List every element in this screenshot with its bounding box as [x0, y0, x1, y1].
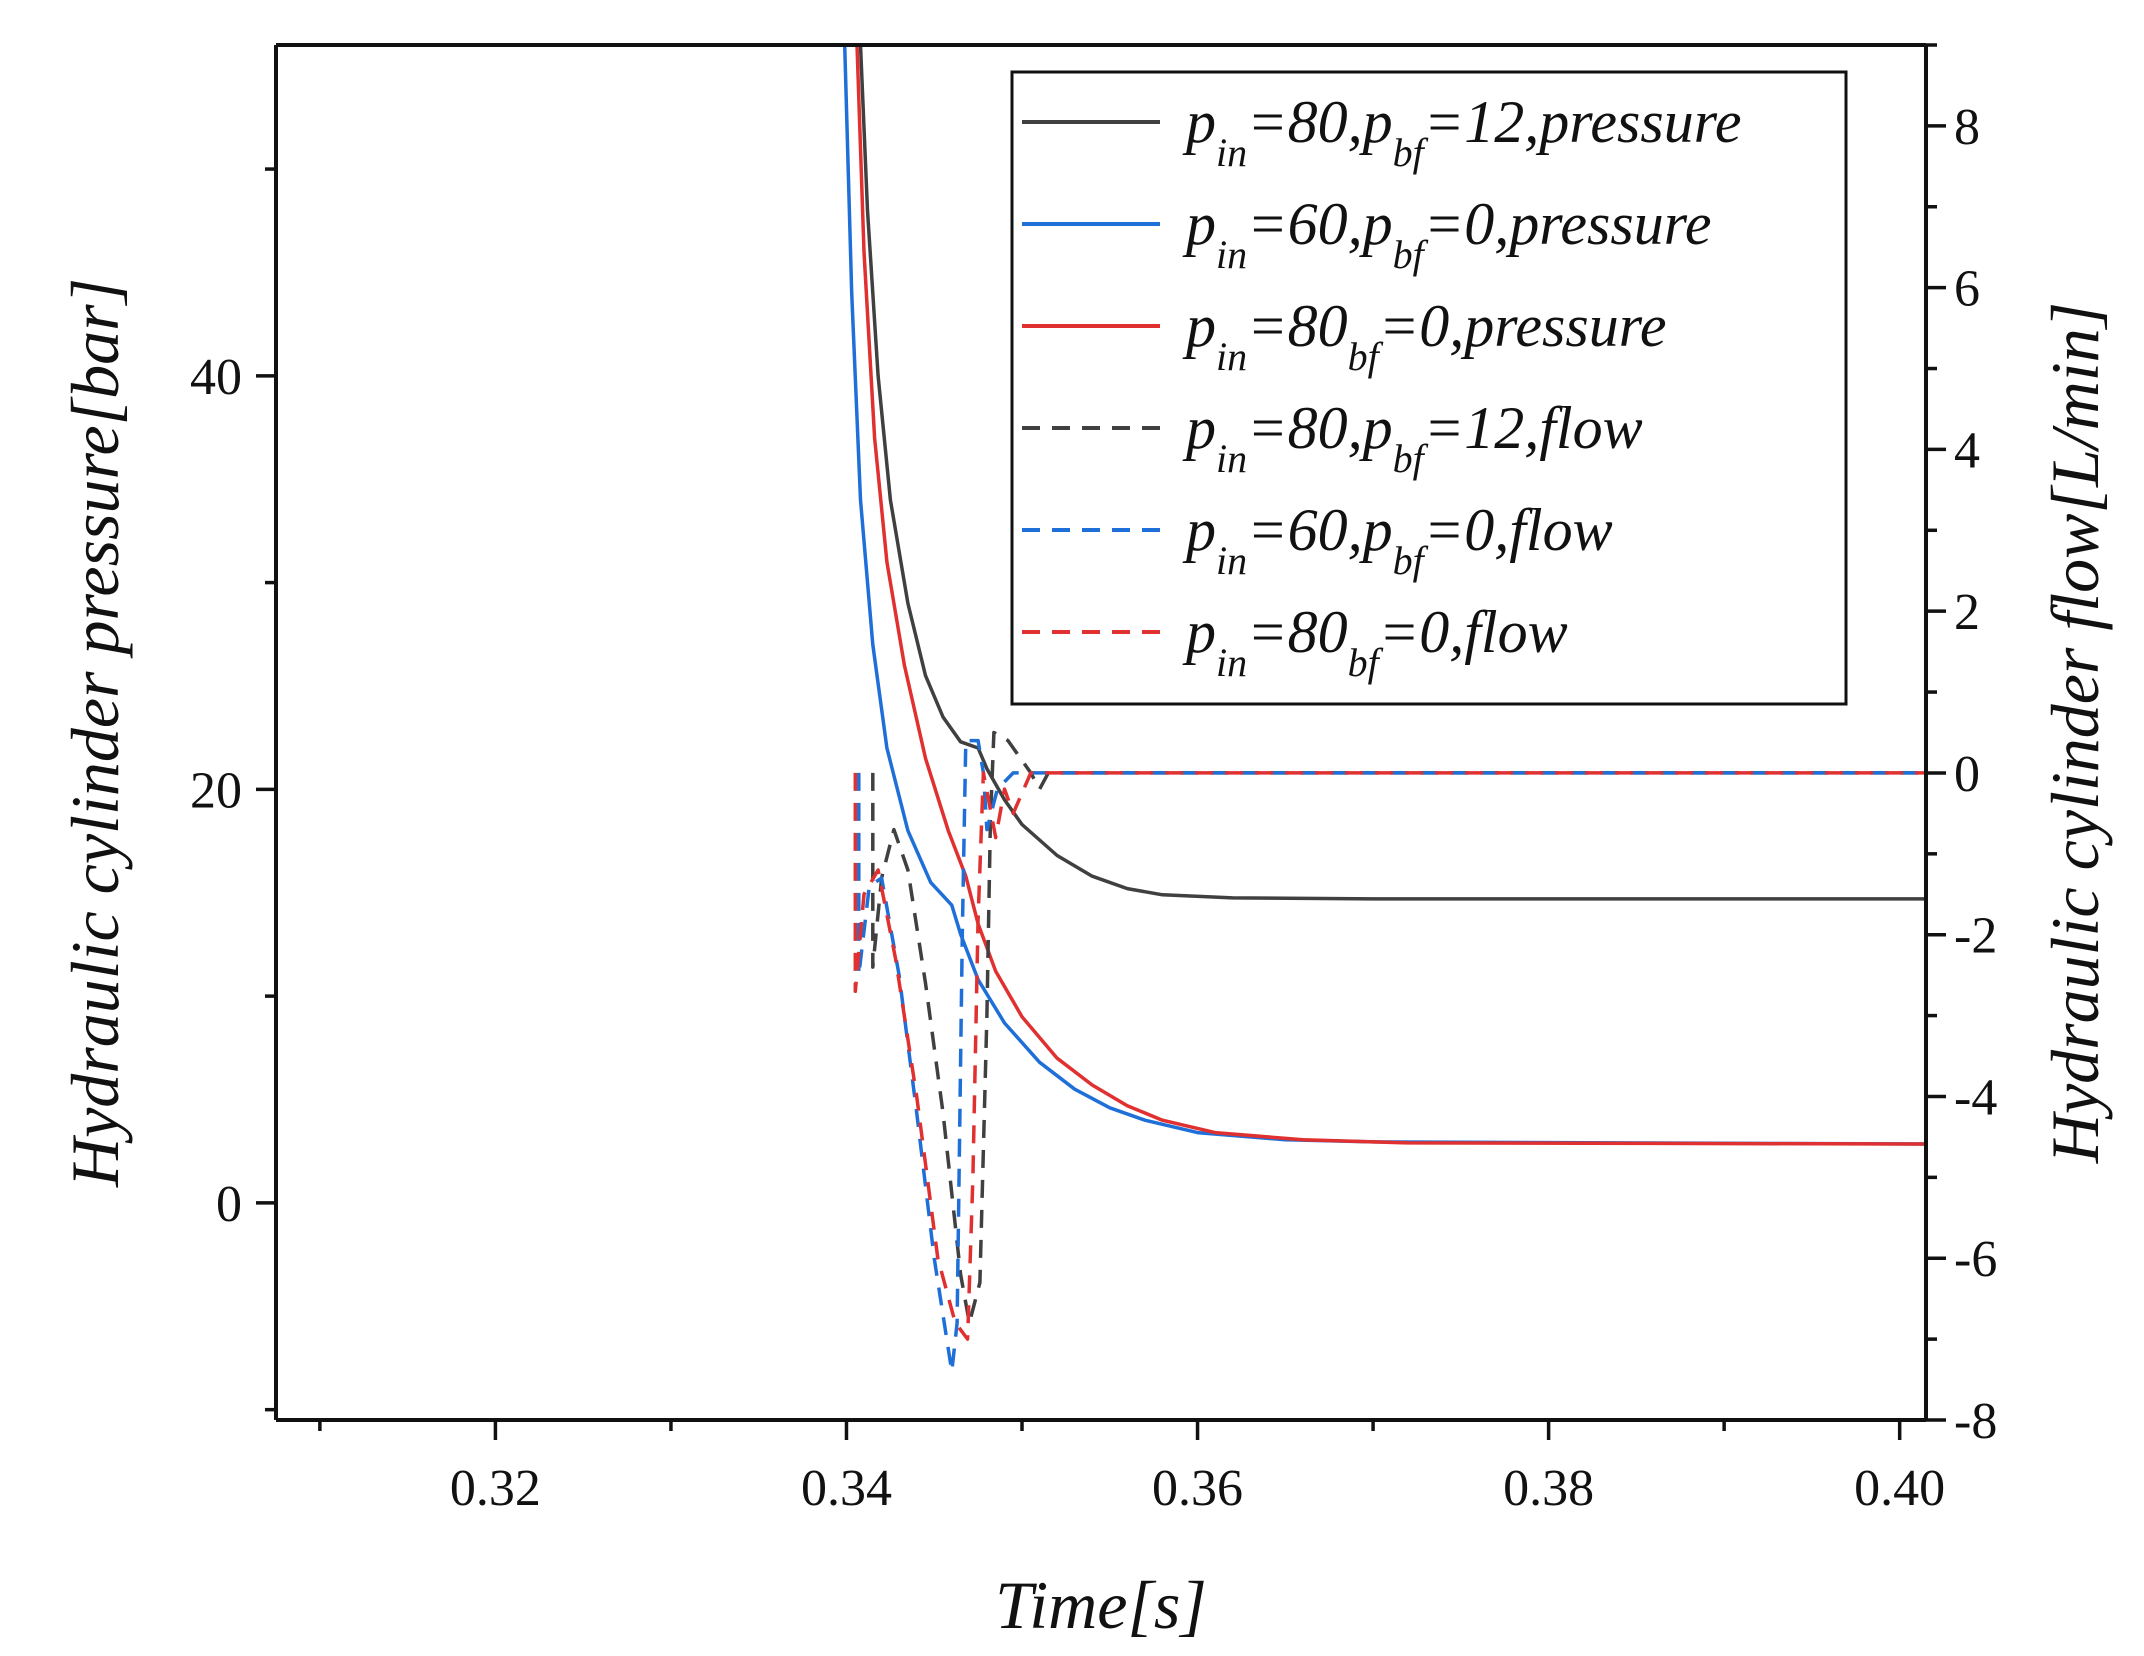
series-line-6 [853, 771, 1926, 1341]
legend-box [1010, 70, 1848, 706]
right-y-tick-label: 2 [1954, 584, 1980, 641]
legend-label: pin=80bf=0,pressure [1182, 293, 1666, 379]
series-line-5 [857, 738, 1926, 1374]
right-y-axis-title: Hydraulic cylinder flow[L/min] [2037, 302, 2113, 1164]
right-y-tick-label: -6 [1954, 1231, 1997, 1288]
legend-label: pin=80bf=0,flow [1182, 599, 1568, 685]
series-line-3 [855, 45, 1926, 1146]
legend-label: pin=60,pbf=0,flow [1182, 497, 1613, 583]
right-y-tick-label: 4 [1954, 422, 1980, 479]
x-axis-title: Time[s] [995, 1567, 1207, 1643]
series-line-1 [858, 45, 1926, 901]
right-y-tick-label: -8 [1954, 1393, 1997, 1450]
series-layer [842, 45, 1926, 1374]
legend-label: pin=60,pbf=0,pressure [1182, 191, 1711, 277]
x-tick-label: 0.34 [801, 1460, 892, 1517]
axes-layer: 0.32 0.34 0.36 0.38 0.40 0 20 40 -8 -6 -4 -2 0 2 4 6 8 [190, 43, 1997, 1517]
x-tick-label: 0.36 [1152, 1460, 1243, 1517]
right-y-tick-label: 6 [1954, 261, 1980, 318]
right-y-tick-label: -4 [1954, 1069, 1997, 1126]
legend-label: pin=80,pbf=12,pressure [1182, 89, 1741, 175]
x-tick-label: 0.40 [1854, 1460, 1945, 1517]
legend: pin=80,pbf=12,pressure pin=60,pbf=0,press… [1010, 70, 1848, 706]
series-line-4 [871, 730, 1926, 1325]
x-tick-label: 0.32 [450, 1460, 541, 1517]
right-y-tick-label: 8 [1954, 99, 1980, 156]
legend-label: pin=80,pbf=12,flow [1182, 395, 1643, 481]
right-y-tick-label: 0 [1954, 746, 1980, 803]
right-y-tick-label: -2 [1954, 908, 1997, 965]
left-y-tick-label: 20 [190, 762, 242, 819]
left-y-axis-title: Hydraulic cylinder pressure[bar] [57, 278, 133, 1188]
left-y-tick-label: 0 [216, 1176, 242, 1233]
left-y-tick-label: 40 [190, 349, 242, 406]
x-tick-label: 0.38 [1503, 1460, 1594, 1517]
